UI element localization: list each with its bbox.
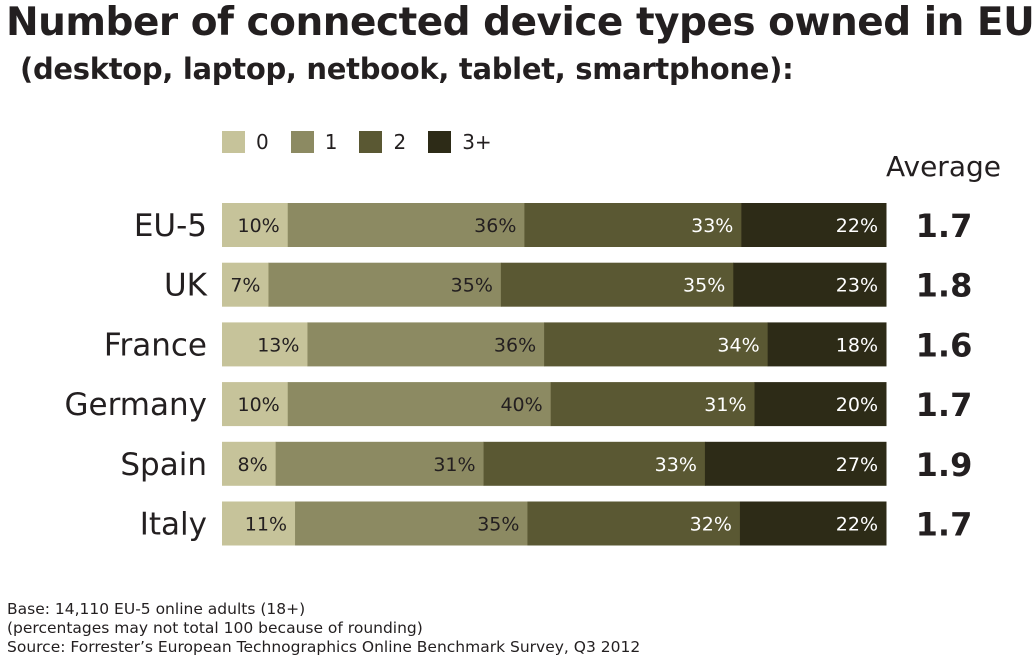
bar-segment-1-2 [500, 262, 734, 307]
footer-note: (percentages may not total 100 because o… [7, 619, 423, 637]
data-label-4-1: 31% [433, 454, 475, 476]
category-label-0: EU-5 [134, 208, 207, 244]
bar-segment-5-3 [739, 501, 887, 546]
average-value-2: 1.6 [916, 326, 973, 364]
data-label-2-0: 13% [257, 334, 299, 356]
bar-segment-2-2 [544, 322, 769, 367]
legend-label-3: 3+ [462, 130, 492, 154]
data-label-2-3: 18% [836, 334, 878, 356]
chart-subtitle: (desktop, laptop, netbook, tablet, smart… [20, 52, 794, 86]
legend-item-3: 3+ [428, 130, 492, 154]
data-label-5-0: 11% [245, 514, 287, 536]
legend-label-0: 0 [256, 130, 269, 154]
bar-segment-5-1 [295, 501, 528, 546]
bar-segment-5-2 [527, 501, 741, 546]
bar-segment-4-0 [222, 441, 277, 486]
bar-segment-2-3 [767, 322, 887, 367]
data-label-2-2: 34% [717, 334, 759, 356]
data-label-5-1: 35% [477, 514, 519, 536]
bar-segment-1-3 [733, 262, 887, 307]
footer-base: Base: 14,110 EU-5 online adults (18+) [7, 600, 306, 618]
bar-segment-4-3 [704, 441, 887, 486]
data-label-4-3: 27% [836, 454, 878, 476]
legend-item-2: 2 [359, 130, 406, 154]
data-label-4-2: 33% [655, 454, 697, 476]
data-label-5-3: 22% [836, 514, 878, 536]
legend-label-1: 1 [324, 130, 338, 154]
bar-segment-2-1 [307, 322, 545, 367]
bar-segment-3-2 [550, 382, 756, 427]
bar-segment-3-1 [287, 382, 552, 427]
data-label-3-1: 40% [500, 394, 542, 416]
category-label-3: Germany [65, 387, 207, 423]
bar-segment-0-0 [222, 203, 289, 247]
chart-title: Number of connected device types owned i… [6, 0, 1035, 45]
legend-item-0: 0 [222, 130, 269, 154]
data-label-1-2: 35% [683, 275, 725, 297]
data-label-0-3: 22% [836, 215, 878, 237]
footer-source: Source: Forrester’s European Technograph… [7, 638, 641, 656]
bar-segment-0-1 [287, 203, 525, 247]
data-label-2-1: 36% [494, 334, 536, 356]
bar-segment-4-1 [275, 441, 485, 486]
data-label-0-2: 33% [691, 215, 733, 237]
legend-swatch-1 [290, 131, 314, 153]
chart-legend: 0 1 2 3+ [222, 130, 514, 154]
legend-swatch-0 [222, 131, 245, 153]
average-column-header: Average [886, 150, 1001, 183]
bar-segment-1-0 [222, 262, 269, 307]
bar-segment-4-2 [483, 441, 706, 486]
data-label-3-0: 10% [238, 394, 280, 416]
bar-segment-0-2 [524, 203, 742, 247]
data-label-0-1: 36% [474, 215, 516, 237]
category-label-2: France [104, 327, 207, 363]
category-label-1: UK [164, 268, 208, 304]
data-label-1-1: 35% [451, 275, 493, 297]
legend-swatch-2 [359, 131, 383, 153]
data-label-5-2: 32% [690, 514, 732, 536]
average-value-0: 1.7 [916, 207, 973, 245]
legend-label-2: 2 [393, 130, 407, 154]
average-value-1: 1.8 [916, 267, 973, 305]
bar-segment-3-3 [754, 382, 887, 427]
bar-segment-1-1 [268, 262, 502, 307]
average-value-3: 1.7 [916, 386, 973, 424]
chart-footer: Base: 14,110 EU-5 online adults (18+) (p… [7, 600, 640, 657]
bar-segment-5-0 [222, 501, 296, 546]
legend-item-1: 1 [290, 130, 338, 154]
bar-segment-0-3 [741, 203, 887, 247]
average-value-4: 1.9 [916, 446, 973, 484]
data-label-3-3: 20% [836, 394, 878, 416]
data-label-1-3: 23% [836, 275, 878, 297]
category-label-5: Italy [140, 507, 207, 543]
bar-segment-2-0 [222, 322, 308, 367]
category-label-4: Spain [120, 447, 207, 483]
data-label-1-0: 7% [230, 275, 260, 297]
data-label-3-2: 31% [704, 394, 746, 416]
legend-swatch-3 [428, 131, 452, 153]
average-value-5: 1.7 [916, 506, 973, 544]
data-label-4-0: 8% [238, 454, 268, 476]
bar-segment-3-0 [222, 382, 289, 427]
data-label-0-0: 10% [238, 215, 280, 237]
